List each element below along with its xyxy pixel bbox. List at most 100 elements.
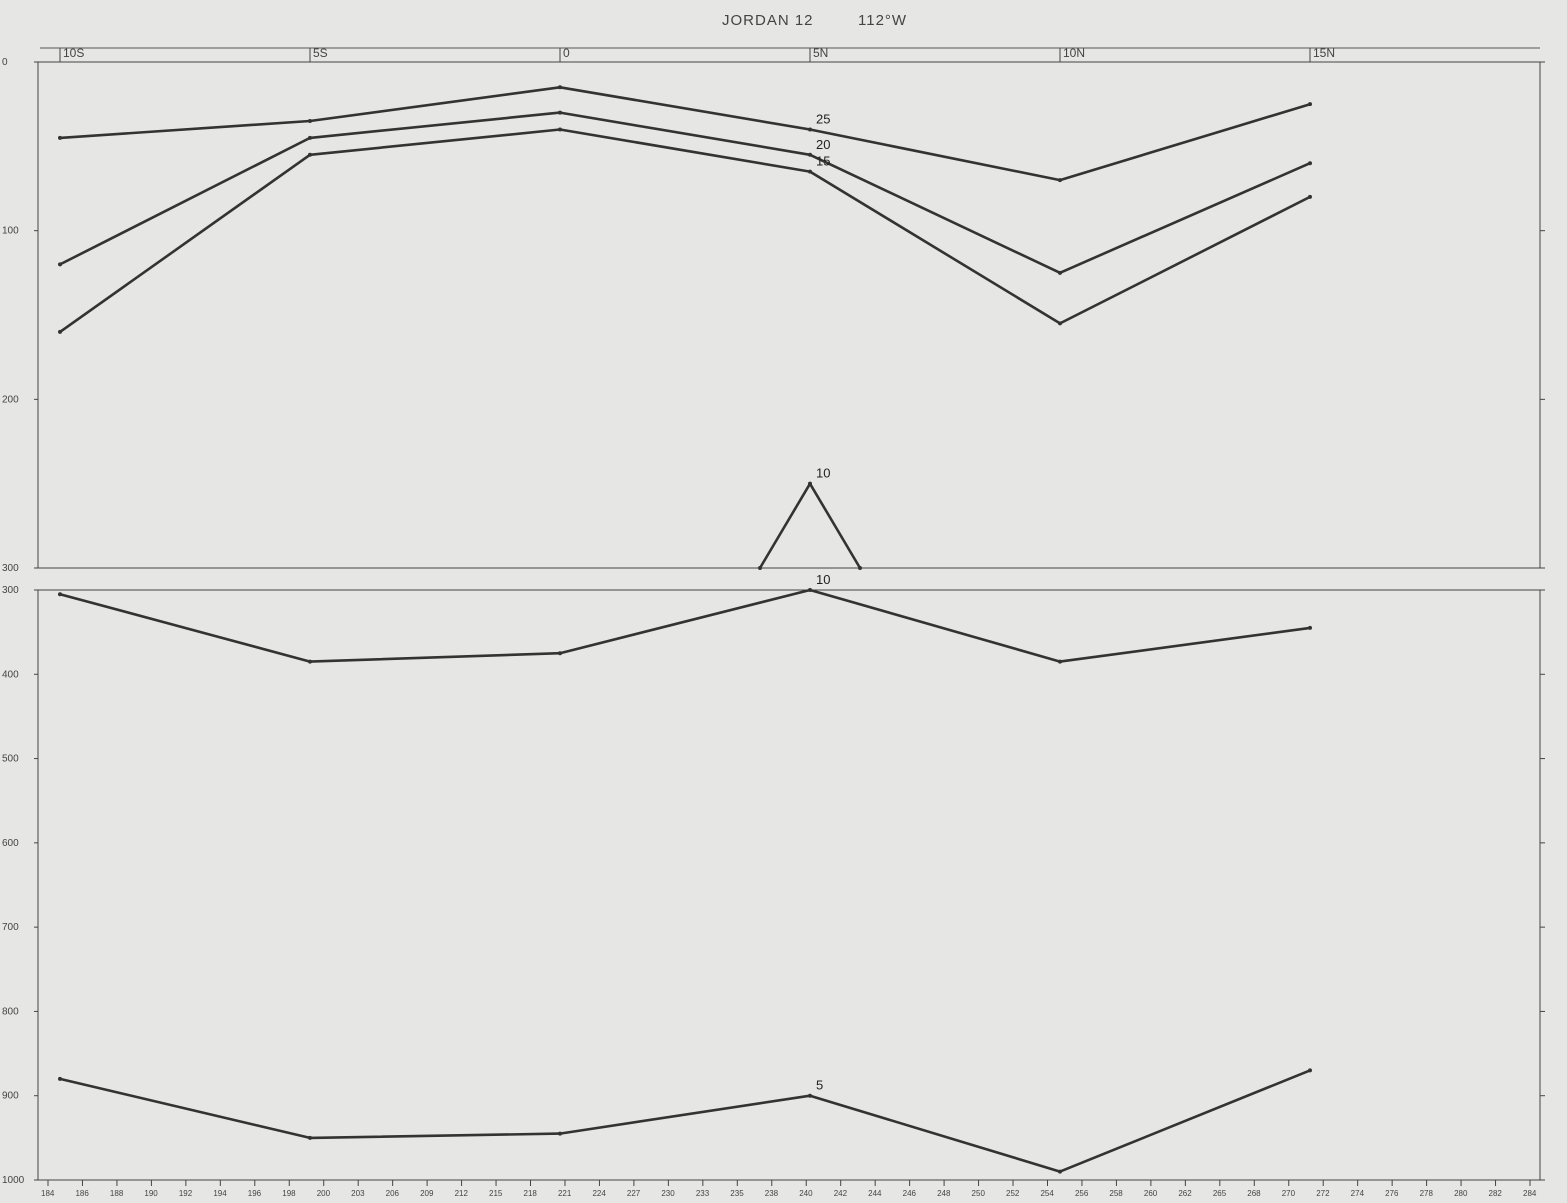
upper-isotherm-point <box>858 566 862 570</box>
station-label: 192 <box>179 1189 193 1198</box>
upper-isotherm-point <box>58 329 62 334</box>
lower-isotherm-point <box>308 1135 312 1140</box>
upper-isotherm-point <box>808 481 812 486</box>
upper-isotherm-point <box>808 127 812 132</box>
station-label: 230 <box>661 1189 675 1198</box>
station-label: 233 <box>696 1189 710 1198</box>
chart-title: JORDAN 12 <box>722 12 814 29</box>
station-label: 221 <box>558 1189 572 1198</box>
lower-ytick-label: 800 <box>2 1006 19 1017</box>
lower-ytick-label: 700 <box>2 922 19 933</box>
station-label: 246 <box>903 1189 917 1198</box>
upper-ytick-label: 0 <box>2 57 8 68</box>
axis-ticks <box>34 47 1545 1186</box>
upper-isotherm-point <box>558 110 562 115</box>
upper-isotherm-point <box>308 135 312 140</box>
lower-isotherm-point <box>558 651 562 656</box>
upper-isotherm-point <box>1308 161 1312 166</box>
station-label: 209 <box>420 1189 434 1198</box>
station-label: 282 <box>1489 1189 1503 1198</box>
lower-isotherm-5 <box>59 1069 1311 1173</box>
upper-isotherm-label: 15 <box>816 154 830 169</box>
latitude-label: 10N <box>1063 46 1085 60</box>
station-label: 252 <box>1006 1189 1020 1198</box>
station-label: 194 <box>213 1189 227 1198</box>
station-label: 224 <box>592 1189 606 1198</box>
station-label: 238 <box>765 1189 779 1198</box>
lower-isotherm-point <box>558 1131 562 1136</box>
station-label: 254 <box>1040 1189 1054 1198</box>
station-label: 268 <box>1247 1189 1261 1198</box>
station-label: 248 <box>937 1189 951 1198</box>
lower-isotherm-point <box>308 659 312 664</box>
station-label: 203 <box>351 1189 365 1198</box>
lower-ytick-label: 1000 <box>2 1175 25 1186</box>
upper-isotherm-10 <box>758 482 862 569</box>
station-label: 186 <box>75 1189 89 1198</box>
station-label: 274 <box>1351 1189 1365 1198</box>
station-label: 244 <box>868 1189 882 1198</box>
station-label: 260 <box>1144 1189 1158 1198</box>
station-label: 276 <box>1385 1189 1399 1198</box>
latitude-label: 5N <box>813 46 828 60</box>
upper-isotherm-25 <box>59 86 1311 182</box>
lower-isotherm-10 <box>59 588 1311 663</box>
lower-isotherm-point <box>58 592 62 597</box>
station-label: 262 <box>1178 1189 1192 1198</box>
lower-isotherm-label: 5 <box>816 1078 823 1093</box>
latitude-label: 0 <box>563 46 570 60</box>
station-label: 256 <box>1075 1189 1089 1198</box>
station-label: 198 <box>282 1189 296 1198</box>
station-label: 265 <box>1213 1189 1227 1198</box>
upper-isotherm-point <box>308 119 312 124</box>
upper-isotherm-point <box>1058 178 1062 183</box>
upper-ytick-label: 200 <box>2 394 19 405</box>
upper-isotherm-point <box>758 566 762 570</box>
lower-panel-frame <box>37 589 1541 1181</box>
lower-ytick-label: 300 <box>2 585 19 596</box>
lower-isotherm-point <box>808 588 812 592</box>
upper-isotherm-point <box>808 169 812 174</box>
upper-isotherm-point <box>558 85 562 90</box>
lower-ytick-label: 600 <box>2 838 19 849</box>
upper-isotherm-15 <box>59 128 1311 333</box>
station-label: 272 <box>1316 1189 1330 1198</box>
station-label: 212 <box>455 1189 469 1198</box>
station-label: 280 <box>1454 1189 1468 1198</box>
upper-isotherm-point <box>58 262 62 267</box>
station-label: 284 <box>1523 1189 1537 1198</box>
upper-isotherm-point <box>808 152 812 157</box>
station-label: 250 <box>972 1189 986 1198</box>
station-label: 206 <box>386 1189 400 1198</box>
latitude-label: 5S <box>313 46 328 60</box>
lower-isotherm-point <box>58 1076 62 1081</box>
upper-ytick-label: 300 <box>2 563 19 574</box>
upper-isotherm-point <box>308 152 312 157</box>
lower-isotherm-label: 10 <box>816 572 830 587</box>
upper-isotherm-point <box>1058 270 1062 275</box>
lower-ytick-label: 400 <box>2 669 19 680</box>
station-label: 215 <box>489 1189 503 1198</box>
station-label: 196 <box>248 1189 262 1198</box>
station-label: 278 <box>1420 1189 1434 1198</box>
lower-isotherm-point <box>1308 625 1312 630</box>
station-label: 190 <box>144 1189 158 1198</box>
station-label: 258 <box>1109 1189 1123 1198</box>
upper-isotherm-point <box>1058 321 1062 326</box>
upper-isotherm-point <box>1308 102 1312 107</box>
upper-ytick-label: 100 <box>2 226 19 237</box>
lower-isotherm-point <box>808 1093 812 1098</box>
upper-isotherm-point <box>58 135 62 140</box>
lower-isotherm-point <box>1308 1068 1312 1073</box>
latitude-label: 15N <box>1313 46 1335 60</box>
lower-ytick-label: 900 <box>2 1091 19 1102</box>
upper-isotherm-point <box>1308 194 1312 199</box>
station-label: 184 <box>41 1189 55 1198</box>
upper-isotherm-label: 10 <box>816 466 830 481</box>
station-label: 235 <box>730 1189 744 1198</box>
upper-isotherm-20 <box>59 111 1311 275</box>
station-label: 200 <box>317 1189 331 1198</box>
station-label: 218 <box>524 1189 538 1198</box>
